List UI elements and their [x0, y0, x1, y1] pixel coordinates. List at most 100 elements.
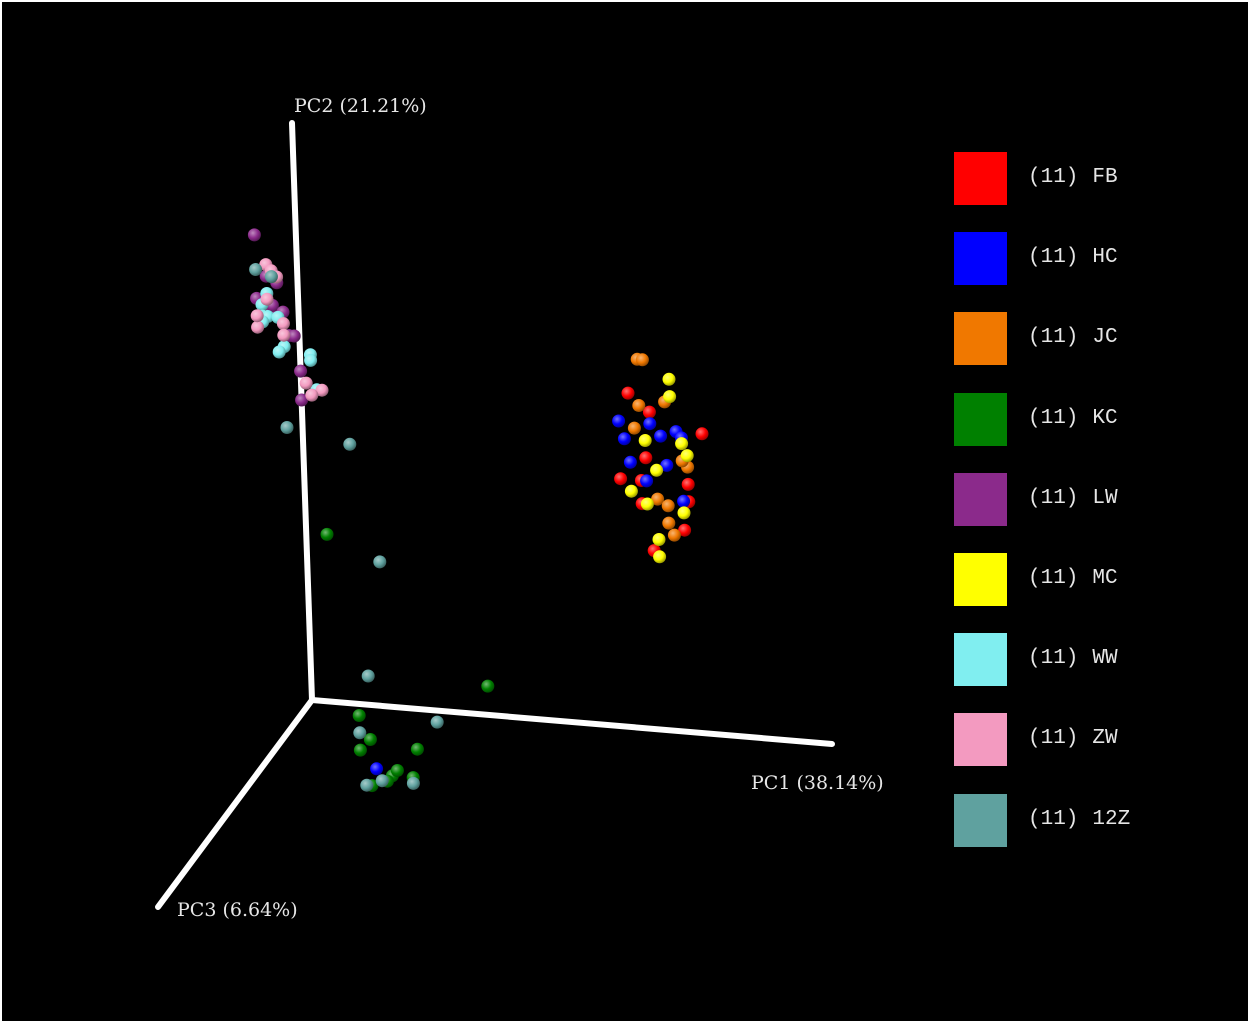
- point-jc-11: [667, 528, 681, 542]
- point-hc-8: [677, 494, 691, 508]
- legend-series-name: LW: [1092, 486, 1118, 510]
- legend-series-name: 12Z: [1092, 807, 1131, 831]
- point-mc-11: [653, 550, 667, 564]
- point-lw-11: [295, 393, 309, 407]
- legend-item-12z: (11) 12Z: [954, 793, 1214, 848]
- legend-item-kc: (11) KC: [954, 392, 1214, 447]
- legend-item-fb: (11) FB: [954, 152, 1214, 206]
- point-12z-3: [280, 421, 294, 434]
- legend-count: (11): [1028, 246, 1079, 270]
- point-fb-3: [621, 386, 635, 400]
- point-12z-9: [375, 774, 389, 788]
- point-jc-7: [651, 492, 665, 506]
- legend-count: (11): [1028, 727, 1079, 751]
- point-mc-5: [680, 449, 694, 463]
- point-kc-1: [320, 527, 334, 541]
- point-12z-7: [430, 715, 444, 729]
- point-ww-10: [304, 353, 318, 367]
- legend-label: (11) 12Z: [1028, 808, 1130, 831]
- axis-line-pc2: [289, 120, 315, 703]
- point-jc-9: [662, 516, 676, 530]
- legend-label: (11) HC: [1028, 246, 1118, 269]
- point-zw-6: [277, 328, 291, 342]
- point-mc-3: [638, 434, 652, 447]
- legend-swatch: [954, 232, 1007, 286]
- point-12z-11: [360, 778, 374, 792]
- point-zw-4: [251, 320, 265, 334]
- legend-label: (11) JC: [1028, 326, 1118, 349]
- point-zw-11: [260, 292, 274, 306]
- legend-item-hc: (11) HC: [954, 232, 1214, 286]
- point-fb-4: [695, 427, 709, 441]
- point-kc-9: [390, 764, 404, 777]
- point-mc-2: [663, 390, 677, 404]
- legend-series-name: WW: [1092, 647, 1118, 671]
- legend-series-name: KC: [1092, 406, 1118, 430]
- legend-label: (11) KC: [1028, 407, 1118, 430]
- legend-label: (11) ZW: [1028, 727, 1118, 750]
- point-kc-3: [352, 709, 366, 722]
- point-hc-3: [654, 429, 668, 443]
- legend-count: (11): [1028, 807, 1079, 831]
- point-mc-6: [675, 437, 689, 451]
- point-12z-8: [353, 726, 367, 740]
- point-hc-4: [617, 432, 631, 446]
- point-mc-8: [640, 497, 654, 511]
- legend-count: (11): [1028, 326, 1079, 350]
- point-12z-1: [249, 263, 263, 276]
- legend-series-name: ZW: [1092, 727, 1118, 751]
- point-kc-4: [363, 733, 377, 746]
- point-hc-11: [660, 458, 674, 472]
- point-jc-8: [661, 499, 675, 513]
- legend-swatch: [954, 472, 1007, 526]
- legend-item-lw: (11) LW: [954, 472, 1214, 527]
- point-jc-2: [635, 353, 649, 367]
- axis-line-pc1: [309, 697, 835, 747]
- point-mc-9: [677, 506, 691, 520]
- legend-series-name: JC: [1092, 326, 1118, 350]
- point-hc-7: [623, 455, 637, 469]
- axis-line-pc3: [155, 697, 315, 910]
- point-zw-10: [250, 309, 264, 323]
- point-12z-10: [406, 776, 420, 790]
- point-ww-8: [272, 345, 286, 359]
- point-12z-4: [343, 437, 357, 451]
- point-jc-5: [632, 399, 646, 412]
- legend-label: (11) LW: [1028, 487, 1118, 510]
- point-kc-6: [410, 742, 424, 756]
- point-kc-5: [353, 743, 367, 757]
- point-lw-10: [294, 364, 308, 378]
- point-hc-2: [643, 417, 657, 431]
- legend-series-name: HC: [1092, 246, 1118, 270]
- legend-swatch: [954, 553, 1007, 606]
- point-fb-7: [681, 477, 695, 491]
- point-12z-6: [361, 669, 375, 683]
- point-hc-10: [370, 762, 384, 776]
- legend-item-jc: (11) JC: [954, 312, 1214, 366]
- point-fb-10: [678, 523, 692, 537]
- point-12z-2: [264, 270, 278, 284]
- legend-swatch: [954, 793, 1007, 847]
- legend-count: (11): [1028, 567, 1079, 590]
- legend-item-ww: (11) WW: [954, 633, 1214, 687]
- legend-count: (11): [1028, 166, 1079, 189]
- point-mc-10: [652, 533, 666, 546]
- point-mc-7: [624, 484, 638, 498]
- axis-label-pc2: PC2 (21.21%): [294, 95, 427, 117]
- point-zw-9: [305, 388, 319, 402]
- point-lw-1: [247, 228, 261, 242]
- legend-label: (11) FB: [1028, 166, 1118, 189]
- point-kc-2: [481, 679, 495, 693]
- point-12z-5: [373, 555, 387, 569]
- legend-label: (11) MC: [1028, 567, 1118, 590]
- point-fb-5: [639, 451, 653, 465]
- point-fb-1: [614, 472, 628, 486]
- point-mc-1: [662, 372, 676, 386]
- legend-swatch: [954, 152, 1007, 205]
- point-hc-1: [612, 414, 626, 428]
- legend-swatch: [954, 633, 1007, 687]
- point-mc-4: [650, 463, 664, 477]
- legend-swatch: [954, 392, 1007, 446]
